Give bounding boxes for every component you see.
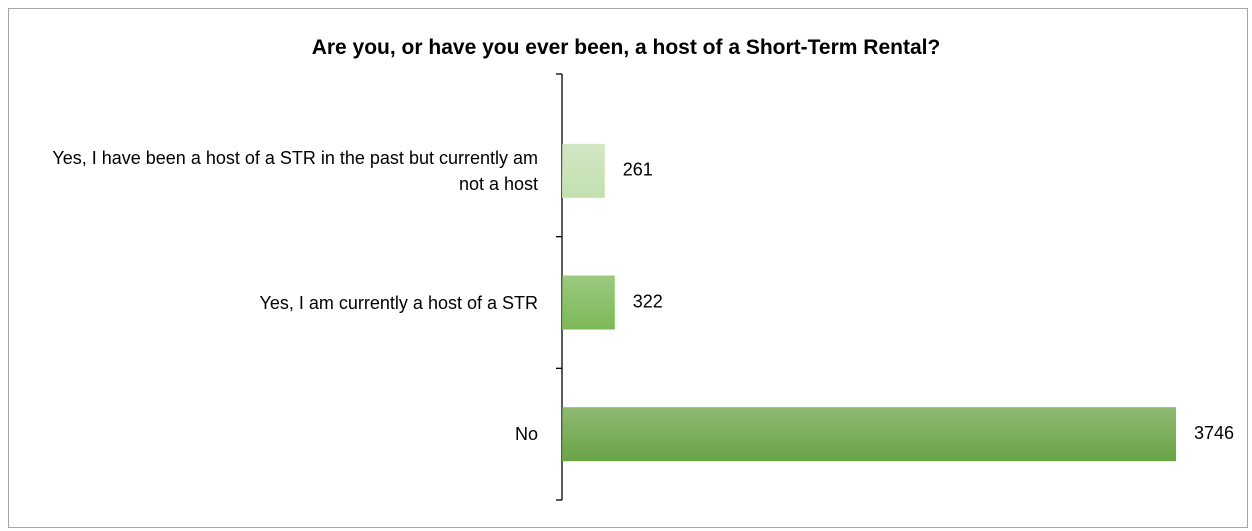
bar: [562, 407, 1176, 462]
chart-title: Are you, or have you ever been, a host o…: [311, 36, 941, 59]
bar: [562, 275, 615, 330]
chart-frame: [8, 8, 1248, 528]
value-label: 322: [633, 291, 663, 311]
category-label: No: [514, 424, 538, 445]
bar: [562, 143, 605, 198]
category-label: Yes, I have been a host of a STR in the …: [52, 147, 538, 194]
value-label: 3746: [1194, 423, 1234, 443]
value-label: 261: [623, 160, 653, 180]
category-label: Yes, I am currently a host of a STR: [259, 292, 538, 313]
